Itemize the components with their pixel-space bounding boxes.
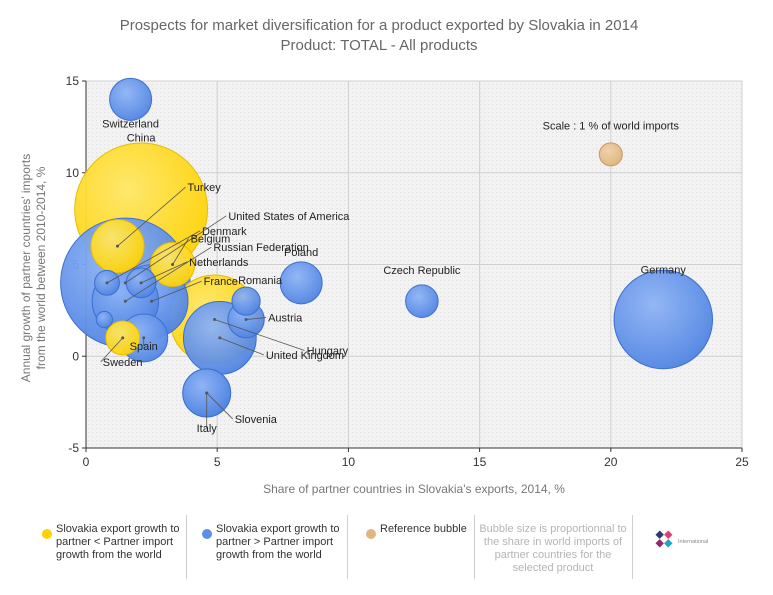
legend-yellow-label: Slovakia export growth to partner < Part… bbox=[56, 523, 180, 561]
leader-dot-netherlands bbox=[139, 281, 143, 285]
leader-line-belgium bbox=[172, 238, 189, 265]
leader-dot-turkey bbox=[115, 244, 119, 248]
bubble-size-note: Bubble size is proportionnal to the shar… bbox=[479, 523, 627, 574]
y-axis-label-line2: from the world between 2010-2014, % bbox=[34, 166, 48, 369]
bubble-czech-republic bbox=[405, 284, 439, 318]
label-denmark: Denmark bbox=[202, 226, 247, 238]
grid bbox=[85, 80, 743, 449]
legend-item-reference: Reference bubble bbox=[366, 523, 480, 539]
reference-bubble-icon bbox=[366, 529, 376, 539]
chart-subtitle: Product: TOTAL - All products bbox=[280, 37, 477, 54]
label-china: China bbox=[127, 132, 157, 144]
leader-line-united-states-of-america bbox=[125, 215, 227, 284]
label-italy: Italy bbox=[197, 423, 218, 435]
label-russian-federation: Russian Federation bbox=[213, 242, 308, 254]
leader-dot-austria bbox=[244, 318, 248, 322]
y-tick-label: 0 bbox=[72, 349, 79, 363]
leader-dot-spain bbox=[142, 336, 146, 340]
label-romania: Romania bbox=[238, 275, 283, 287]
leader-dot-sweden bbox=[121, 336, 125, 340]
legend-item-yellow: Slovakia export growth to partner < Part… bbox=[42, 523, 186, 562]
leader-dot-france bbox=[150, 299, 154, 303]
leader-dot-russian-federation bbox=[123, 299, 127, 303]
label-netherlands: Netherlands bbox=[189, 257, 249, 269]
label-united-states-of-america: United States of America bbox=[228, 211, 350, 223]
y-axis-label-line1: Annual growth of partner countries' impo… bbox=[19, 154, 33, 382]
bubble-unlabeled bbox=[95, 310, 114, 329]
x-tick-label: 10 bbox=[342, 455, 356, 469]
label-spain: Spain bbox=[130, 341, 158, 353]
legend-blue-label: Slovakia export growth to partner > Part… bbox=[216, 523, 340, 561]
label-slovenia: Slovenia bbox=[235, 414, 278, 426]
blue-bubble-icon bbox=[202, 529, 212, 539]
chart-title: Prospects for market diversification for… bbox=[120, 17, 639, 34]
bubble-scale-1-of-world-imports bbox=[598, 142, 623, 167]
label-sweden: Sweden bbox=[103, 357, 143, 369]
leader-line-sweden bbox=[100, 337, 124, 363]
x-axis-label: Share of partner countries in Slovakia's… bbox=[263, 482, 565, 496]
label-turkey: Turkey bbox=[187, 182, 221, 194]
leader-line-france bbox=[151, 280, 202, 302]
leader-dot-italy bbox=[205, 391, 209, 395]
bubble-romania bbox=[231, 286, 261, 316]
bubble-chart: Prospects for market diversification for… bbox=[19, 17, 749, 496]
y-tick-label: 10 bbox=[66, 166, 80, 180]
y-tick-label: -5 bbox=[68, 441, 79, 455]
leader-line-russian-federation bbox=[125, 246, 212, 302]
leader-dot-denmark bbox=[105, 281, 109, 285]
leader-dot-united-kingdom bbox=[218, 336, 222, 340]
bubble-germany bbox=[613, 269, 714, 370]
legend: Slovakia export growth to partner < Part… bbox=[0, 515, 773, 585]
itc-logo-icon: International Trade Centre bbox=[655, 530, 742, 548]
legend-divider bbox=[632, 515, 633, 579]
itc-logo: International Trade Centre bbox=[650, 525, 742, 561]
label-poland: Poland bbox=[284, 247, 318, 259]
label-austria: Austria bbox=[268, 313, 303, 325]
x-tick-label: 20 bbox=[604, 455, 618, 469]
label-germany: Germany bbox=[641, 265, 687, 277]
leader-line-slovenia bbox=[206, 392, 233, 420]
leader-dot-hungary bbox=[213, 318, 217, 322]
legend-item-blue: Slovakia export growth to partner > Part… bbox=[202, 523, 346, 562]
label-hungary: Hungary bbox=[307, 346, 349, 358]
x-tick-label: 15 bbox=[473, 455, 487, 469]
leader-line-turkey bbox=[117, 186, 186, 247]
legend-divider bbox=[347, 515, 348, 579]
label-france: France bbox=[204, 276, 238, 288]
x-tick-label: 5 bbox=[214, 455, 221, 469]
label-united-kingdom: United Kingdom bbox=[266, 350, 344, 362]
bubble-poland bbox=[279, 261, 323, 305]
bubble-switzerland bbox=[109, 77, 153, 121]
logo-text: International Trade Centre bbox=[678, 539, 710, 545]
leader-dot-united-states-of-america bbox=[123, 281, 127, 285]
leader-line-netherlands bbox=[140, 261, 188, 284]
leader-line-hungary bbox=[214, 319, 305, 351]
legend-divider bbox=[186, 515, 187, 579]
label-belgium: Belgium bbox=[191, 234, 231, 246]
label-switzerland: Switzerland bbox=[102, 118, 159, 130]
leader-dot-belgium bbox=[171, 263, 175, 266]
bubble-labels: Switzerland China Turkey Denmark United Stat… bbox=[100, 118, 687, 435]
leader-line-austria bbox=[246, 317, 267, 320]
leader-line-denmark bbox=[106, 230, 201, 284]
label-scale-1-of-world-imports: Scale : 1 % of world imports bbox=[543, 120, 680, 132]
legend-divider bbox=[474, 515, 475, 579]
x-tick-label: 25 bbox=[735, 455, 749, 469]
x-tick-label: 0 bbox=[83, 455, 90, 469]
label-czech-republic: Czech Republic bbox=[383, 265, 461, 277]
yellow-bubble-icon bbox=[42, 529, 52, 539]
legend-reference-label: Reference bubble bbox=[380, 523, 467, 535]
y-tick-label: 15 bbox=[66, 74, 80, 88]
leader-line-united-kingdom bbox=[219, 337, 264, 356]
